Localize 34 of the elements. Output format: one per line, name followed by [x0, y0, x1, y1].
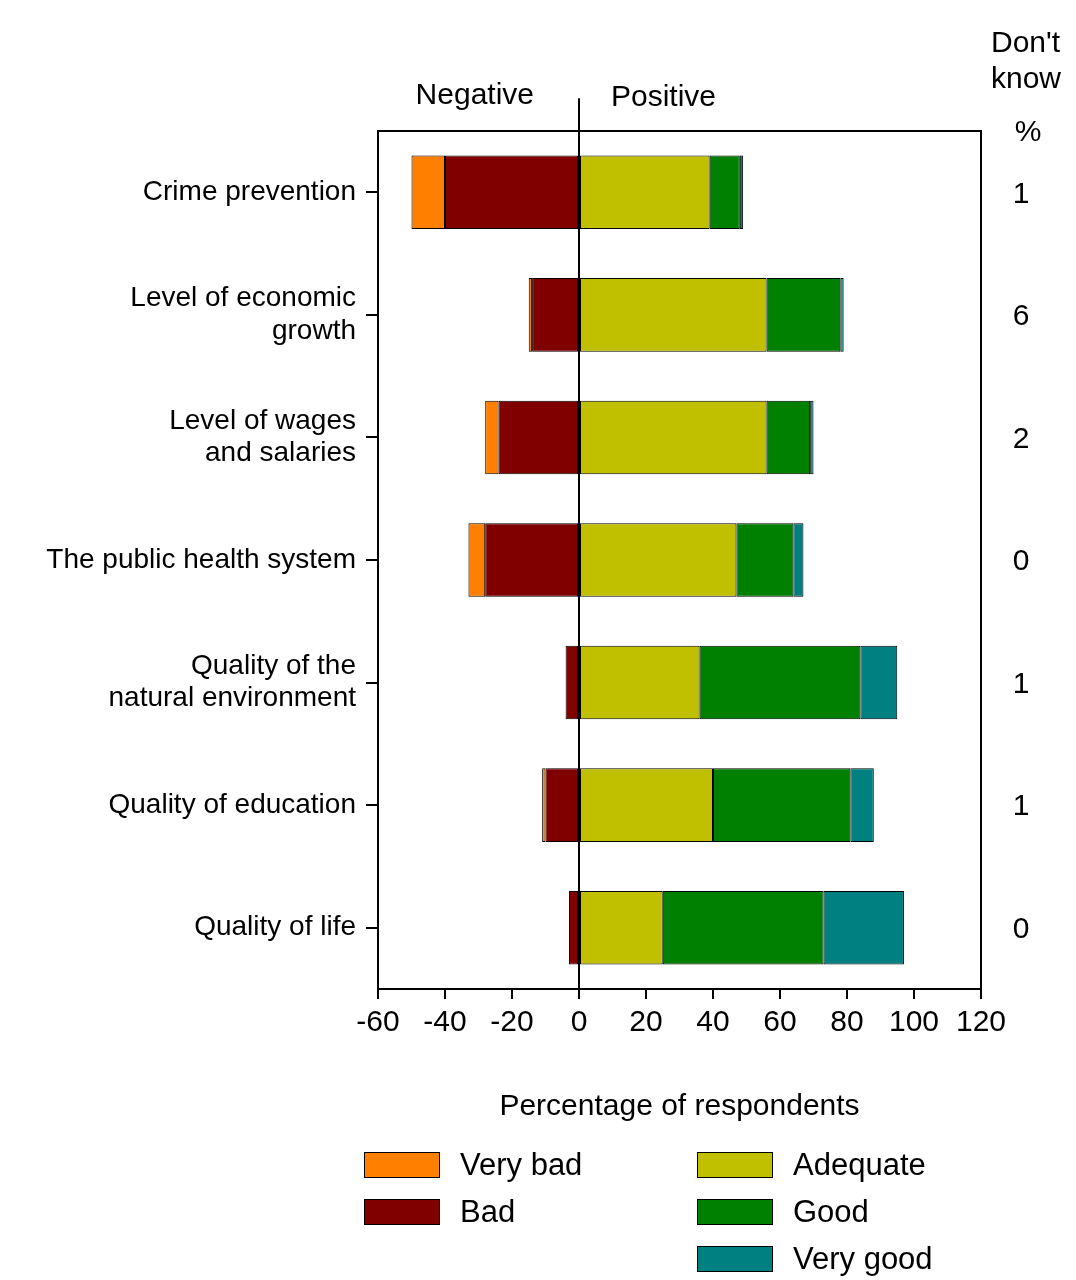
legend-label: Very bad [460, 1147, 583, 1183]
x-tick-label: -60 [356, 1004, 400, 1038]
x-tick-label: 60 [763, 1004, 797, 1038]
y-tick-label: Crime prevention [142, 175, 356, 206]
text: 1 [1012, 665, 1030, 699]
legend-label: Good [793, 1194, 869, 1230]
text: 1 [1012, 788, 1030, 822]
text: % [1014, 114, 1042, 148]
x-tick-label: 20 [629, 1004, 663, 1038]
y-tick-label: Quality of education [108, 787, 356, 819]
y-tick-label: Level of wages and salaries [169, 404, 356, 468]
text: 2 [1012, 420, 1030, 454]
legend-label: Bad [460, 1194, 516, 1230]
x-tick-label: 100 [888, 1004, 940, 1038]
y-tick-label: The public health system [46, 542, 356, 574]
x-tick-label: -40 [423, 1004, 467, 1038]
y-tick-label: Level of economic growth [130, 281, 356, 345]
y-tick-label: Quality of life [194, 910, 356, 942]
x-tick-label: 80 [830, 1004, 864, 1038]
x-tick-label: -20 [490, 1004, 534, 1038]
text: Positive [611, 79, 717, 113]
text: Don't know [991, 25, 1062, 95]
text: 1 [1012, 175, 1030, 209]
text: 0 [1012, 910, 1030, 944]
x-tick-label: 40 [696, 1004, 730, 1038]
text: 0 [1012, 543, 1030, 577]
legend-label: Very good [793, 1241, 933, 1277]
text: 6 [1012, 298, 1030, 332]
x-axis-title: Percentage of respondents [499, 1088, 860, 1122]
x-tick-label: 120 [955, 1004, 1007, 1038]
y-tick-label: Quality of the natural environment [108, 649, 357, 713]
x-tick-label: 0 [570, 1004, 588, 1038]
legend-label: Adequate [793, 1147, 926, 1183]
text: Negative [415, 77, 534, 111]
